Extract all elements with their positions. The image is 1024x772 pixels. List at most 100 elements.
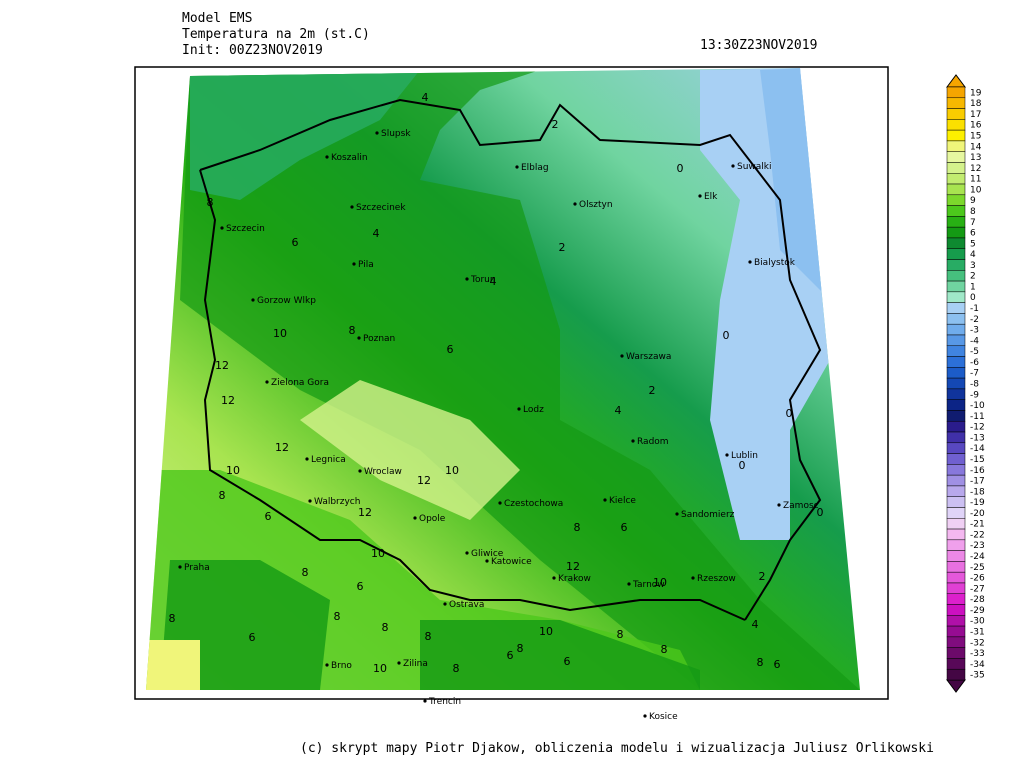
colorbar-label: 19	[970, 88, 982, 98]
colorbar-label: -6	[970, 358, 979, 368]
contour-label: 2	[649, 384, 656, 397]
city-label: Trencin	[428, 697, 461, 707]
valid-time: 13:30Z23NOV2019	[700, 38, 817, 53]
contour-label: 6	[447, 343, 454, 356]
city-label: Warszawa	[626, 352, 671, 362]
variable: Temperatura na 2m (st.C)	[182, 27, 370, 42]
contour-label: 10	[445, 464, 459, 477]
contour-label: 8	[302, 566, 309, 579]
contour-label: 10	[226, 464, 240, 477]
city-dot	[731, 164, 735, 168]
city-dot	[485, 559, 489, 563]
contour-label: 2	[552, 118, 559, 131]
map-frame	[134, 66, 889, 700]
city-dot	[178, 565, 182, 569]
city-label: Elk	[704, 192, 718, 202]
colorbar-swatch	[946, 248, 966, 260]
city-label: Lodz	[523, 405, 544, 415]
colorbar-swatch	[946, 377, 966, 390]
colorbar-swatch	[946, 582, 966, 594]
colorbar-label: 13	[970, 153, 981, 163]
colorbar-label: -33	[970, 649, 985, 659]
footer: (c) skrypt mapy Piotr Djakow, obliczenia…	[300, 741, 934, 756]
colorbar-swatch	[946, 636, 966, 648]
colorbar-swatch	[946, 367, 966, 379]
city-dot	[308, 499, 312, 503]
city-label: Ostrava	[449, 600, 484, 610]
colorbar-label: -16	[970, 466, 985, 476]
colorbar-swatch	[946, 571, 966, 584]
colorbar-label: -25	[970, 563, 985, 573]
colorbar-swatch	[946, 518, 966, 530]
city-label: Koszalin	[331, 153, 368, 163]
colorbar-label: 9	[970, 196, 976, 206]
contour-label: 12	[566, 560, 580, 573]
contour-label: 4	[373, 227, 380, 240]
city-label: Kosice	[649, 712, 678, 722]
city-label: Slupsk	[381, 129, 411, 139]
colorbar-swatch	[946, 129, 966, 142]
contour-label: 6	[621, 521, 628, 534]
colorbar-swatch	[946, 658, 966, 670]
colorbar-swatch	[946, 668, 966, 681]
colorbar-swatch	[946, 561, 966, 573]
contour-label: 10	[273, 327, 287, 340]
city-dot	[375, 131, 379, 135]
city-label: Sandomierz	[681, 510, 735, 520]
contour-label: 8	[617, 628, 624, 641]
city-label: Opole	[419, 514, 446, 524]
contour-label: 4	[422, 91, 429, 104]
init-time: Init: 00Z23NOV2019	[182, 43, 323, 58]
colorbar-swatch	[946, 625, 966, 638]
colorbar-label: -28	[970, 595, 985, 605]
colorbar-swatch	[946, 270, 966, 282]
colorbar-label: 12	[970, 164, 981, 174]
colorbar-swatch	[946, 173, 966, 185]
colorbar-label: -23	[970, 541, 985, 551]
colorbar-label: -19	[970, 498, 985, 508]
colorbar-label: 16	[970, 121, 982, 131]
colorbar-swatch	[946, 162, 966, 174]
colorbar-label: -7	[970, 369, 979, 379]
contour-label: 8	[574, 521, 581, 534]
colorbar-label: -12	[970, 423, 985, 433]
colorbar-swatch	[946, 507, 966, 519]
contour-label: 8	[334, 610, 341, 623]
contour-label: 2	[559, 241, 566, 254]
contour-label: 6	[265, 510, 272, 523]
city-dot	[443, 602, 447, 606]
city-label: Wroclaw	[364, 467, 402, 477]
colorbar-label: 6	[970, 229, 976, 239]
contour-label: 6	[507, 649, 514, 662]
colorbar-label: 17	[970, 110, 981, 120]
colorbar-swatch	[946, 226, 966, 239]
colorbar-swatch	[946, 356, 966, 368]
city-label: Bialystok	[754, 258, 796, 268]
city-dot	[627, 582, 631, 586]
city-dot	[357, 336, 361, 340]
colorbar-label: 0	[970, 293, 976, 303]
colorbar-swatch	[946, 237, 966, 249]
colorbar-swatch	[946, 453, 966, 465]
city-dot	[220, 226, 224, 230]
city-dot	[465, 277, 469, 281]
city-label: Suwalki	[737, 162, 772, 172]
city-dot	[352, 262, 356, 266]
city-dot	[251, 298, 255, 302]
city-dot	[465, 551, 469, 555]
colorbar-swatch	[946, 302, 966, 314]
borders	[199, 98, 822, 621]
colorbar-arrow-top	[946, 74, 966, 88]
city-dot	[325, 663, 329, 667]
city-label: Krakow	[558, 574, 591, 584]
contour-label: 2	[759, 570, 766, 583]
city-dot	[725, 453, 729, 457]
city-dot	[265, 380, 269, 384]
city-dot	[631, 439, 635, 443]
city-label: Zielona Gora	[271, 378, 329, 388]
colorbar-label: 11	[970, 175, 981, 185]
colorbar-arrow-bottom	[946, 679, 966, 693]
colorbar-label: -18	[970, 487, 985, 497]
colorbar-label: -22	[970, 530, 985, 540]
